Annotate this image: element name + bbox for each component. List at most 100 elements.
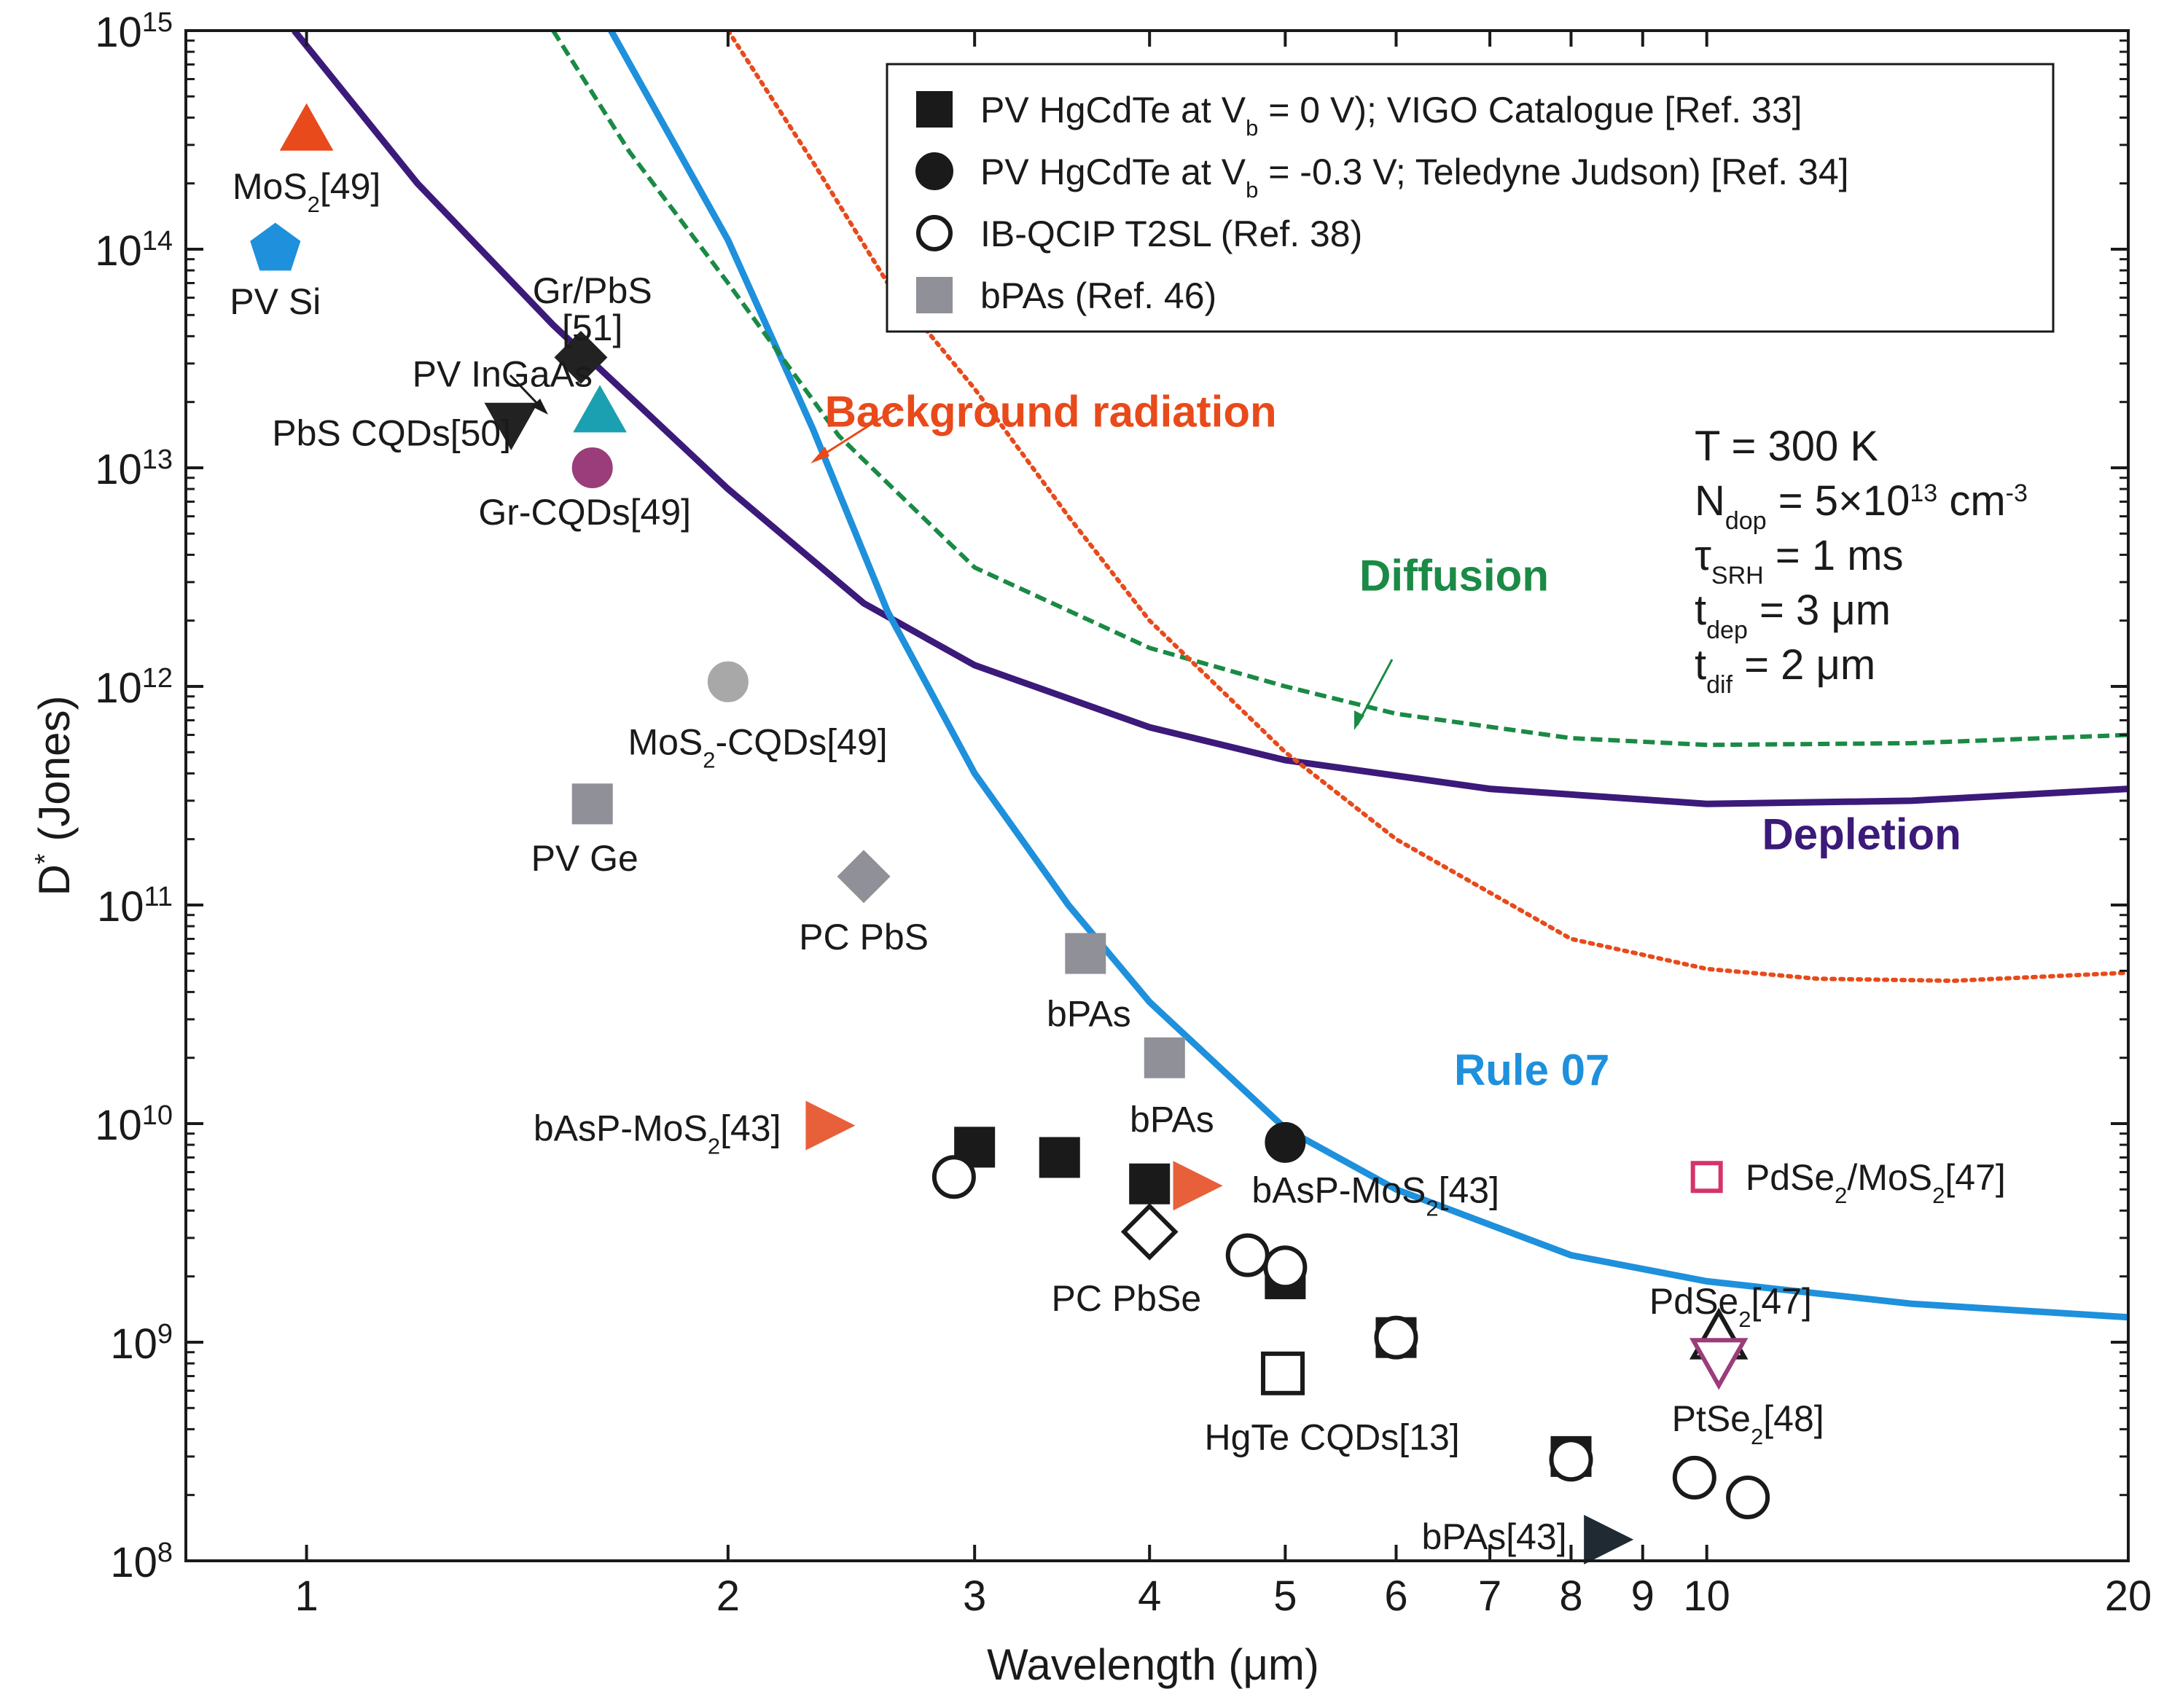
point-label: Gr-CQDs[49] <box>478 492 691 533</box>
point-bpas-43 <box>1584 1514 1634 1564</box>
point-label: PtSe2[48] <box>1672 1398 1824 1449</box>
point-ib-qcip-t2sl <box>1549 1438 1593 1482</box>
legend-entry-label: bPAs (Ref. 46) <box>980 275 1216 316</box>
curve-label-diffusion: Diffusion <box>1359 551 1549 600</box>
point-label: bAsP-MoS2[43] <box>534 1108 781 1159</box>
legend-box <box>886 63 2055 333</box>
x-axis-ticks: 1 2 3 4 5 6 7 8 9 10 20 <box>294 31 2152 1620</box>
point-ib-qcip-t2sl <box>1225 1233 1270 1277</box>
point-pv-ge <box>571 783 613 825</box>
point-label: HgTe CQDs[13] <box>1205 1417 1460 1458</box>
point-label: MoS2-CQDs[49] <box>628 722 887 773</box>
x-tick-label: 20 <box>2105 1572 2152 1620</box>
point-pdse2-mos2-47 <box>1690 1161 1723 1194</box>
parameter-line: T = 300 K <box>1695 423 1878 470</box>
y-tick-label: 109 <box>110 1319 173 1368</box>
y-axis-ticks: 108 109 1010 1011 1012 1013 1014 1015 <box>95 7 2128 1586</box>
parameter-line: Ndop = 5×1013 cm-3 <box>1695 477 2028 535</box>
point-pv-hgcdte-vb-0 <box>1129 1163 1171 1204</box>
point-bpas <box>1144 1037 1185 1078</box>
point-ptse2-48 <box>1689 1338 1749 1390</box>
point-basp-mos2-43 <box>1173 1161 1223 1211</box>
parameter-line: tdif = 2 μm <box>1695 641 1875 699</box>
diffusion-arrow <box>1356 659 1394 726</box>
y-tick-label: 1012 <box>95 663 173 712</box>
point-pv-ingaas <box>573 385 627 433</box>
x-tick-label: 9 <box>1631 1572 1655 1620</box>
curve-label-background-radiation: Background radiation <box>825 387 1277 436</box>
point-hgte-cqds-13 <box>1261 1351 1305 1395</box>
point-label: [51] <box>562 307 622 348</box>
point-gr-pbs-51 <box>554 330 608 384</box>
x-axis-label: Wavelength (μm) <box>987 1640 1319 1689</box>
point-label: PC PbS <box>799 917 929 957</box>
y-tick-label: 1011 <box>97 882 173 931</box>
legend-entry-label: PV HgCdTe at Vb = -0.3 V; Teledyne Judso… <box>980 152 1849 203</box>
annotation-arrows <box>509 374 1394 730</box>
points-layer <box>250 103 1770 1564</box>
point-label: MoS2[49] <box>233 166 380 217</box>
plot-frame <box>184 29 2130 1562</box>
y-axis-label-group: D* (Jones) <box>30 696 79 896</box>
point-gr-cqds-49 <box>571 447 613 488</box>
curve-diffusion <box>551 31 2128 748</box>
x-tick-label: 2 <box>716 1572 740 1620</box>
point-pc-pbs <box>837 850 891 904</box>
y-tick-label: 1015 <box>95 7 173 56</box>
point-ib-qcip-t2sl <box>1374 1315 1418 1360</box>
y-axis-label: D* (Jones) <box>30 696 79 896</box>
point-pv-hgcdte-vb-0 <box>1039 1137 1080 1178</box>
point-labels-layer: MoS2[49] PV Si Gr/PbS[51] PV InGaAs PbS CQDs… <box>230 166 2006 1557</box>
point-ib-qcip-t2sl <box>1263 1245 1308 1290</box>
point-bpas <box>1065 933 1106 974</box>
parameter-line: tdep = 3 μm <box>1695 587 1891 644</box>
point-mos2-cqds-49 <box>707 661 749 702</box>
x-tick-label: 8 <box>1559 1572 1582 1620</box>
point-label: PC PbSe <box>1051 1278 1201 1319</box>
y-tick-label: 108 <box>110 1537 173 1586</box>
x-tick-label: 3 <box>963 1572 986 1620</box>
point-pc-pbse <box>1120 1203 1179 1261</box>
y-tick-label: 1013 <box>95 444 173 493</box>
point-ib-qcip-t2sl <box>1726 1475 1770 1519</box>
background-arrow <box>816 407 897 461</box>
point-label: PV InGaAs <box>413 354 593 395</box>
x-tick-label: 6 <box>1384 1572 1407 1620</box>
diffusion-arrow-head <box>1354 710 1364 730</box>
curve-label-rule-07: Rule 07 <box>1454 1046 1609 1094</box>
point-label: bAsP-MoS2[43] <box>1251 1170 1499 1221</box>
x-tick-label: 5 <box>1273 1572 1297 1620</box>
point-ib-qcip-t2sl <box>931 1155 976 1199</box>
y-tick-label: 1014 <box>95 226 173 275</box>
x-tick-label: 1 <box>294 1572 318 1620</box>
point-label: PbS CQDs[50] <box>272 413 511 454</box>
legend-marker-square-filled <box>916 91 953 128</box>
point-ib-qcip-t2sl <box>1672 1455 1716 1500</box>
curve-rule-07 <box>608 31 2128 1321</box>
curve-depletion <box>292 31 2128 807</box>
ingaas-arrow-head <box>532 399 548 415</box>
parameter-line: τSRH = 1 ms <box>1695 532 1904 589</box>
point-pv-si <box>250 222 301 271</box>
legend-entry-label: PV HgCdTe at Vb = 0 V); VIGO Catalogue [… <box>980 90 1802 141</box>
point-label: PdSe2/MoS2[47] <box>1746 1157 2006 1208</box>
point-pv-hgcdte-vb-0-3v <box>1265 1121 1306 1163</box>
point-label: PV Si <box>230 281 321 322</box>
legend-marker-circle-filled <box>915 152 953 190</box>
point-basp-mos2-43 <box>805 1100 856 1151</box>
curve-label-depletion: Depletion <box>1762 810 1961 858</box>
curve-labels-layer: Background radiation Diffusion Depletion Ru… <box>825 387 1961 1094</box>
point-label: bPAs[43] <box>1421 1516 1566 1557</box>
background-arrow-head <box>810 447 829 463</box>
point-mos2-49-visible <box>279 103 334 151</box>
point-pbs-cqds-50 <box>484 402 539 450</box>
x-tick-label: 4 <box>1138 1572 1161 1620</box>
y-tick-label: 1010 <box>95 1100 173 1149</box>
legend-entry-label: IB-QCIP T2SL (Ref. 38) <box>980 214 1362 254</box>
point-label: Gr/PbS <box>533 270 652 311</box>
point-label: PV Ge <box>531 838 638 879</box>
point-label: bPAs <box>1047 993 1131 1034</box>
x-tick-label: 10 <box>1683 1572 1730 1620</box>
